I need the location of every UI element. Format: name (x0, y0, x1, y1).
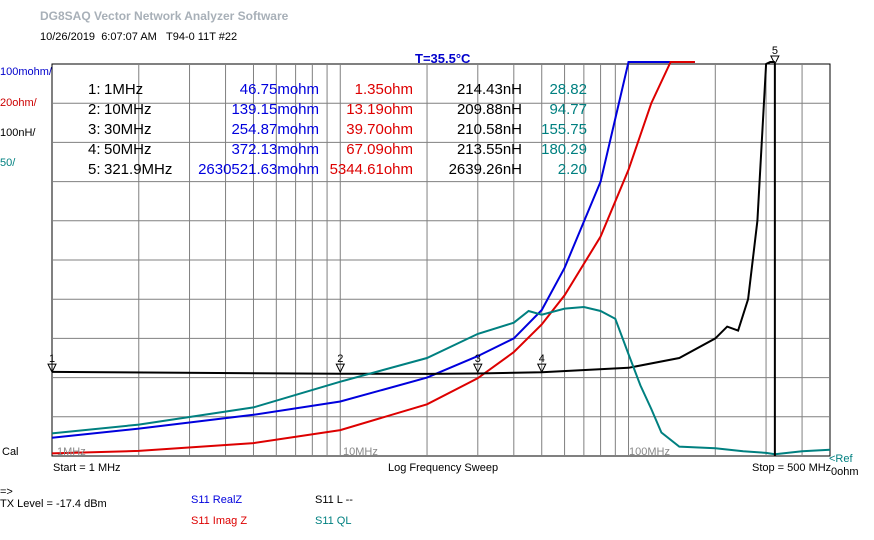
legend-ql[interactable]: S11 QL (315, 515, 352, 527)
marker-1-freq: 1MHz (104, 81, 144, 98)
trace-imag (51, 61, 695, 455)
marker-1-triangle (47, 363, 57, 374)
sweep-label: Log Frequency Sweep (388, 462, 499, 474)
legend-real[interactable]: S11 RealZ (191, 494, 243, 506)
marker-1-imag: 1.35ohm (354, 81, 413, 98)
scale-label-imag: 20ohm/ (0, 97, 37, 109)
marker-3-ql: 155.75 (541, 121, 587, 138)
tick-label-10mhz: 10MHz (343, 446, 378, 458)
app-title: DG8SAQ Vector Network Analyzer Software (40, 9, 289, 23)
marker-4-l: 213.55nH (456, 141, 522, 158)
plot-traces (51, 61, 831, 456)
cal-label: Cal (2, 446, 19, 458)
marker-1-ql: 28.82 (549, 81, 587, 98)
marker-5-ql: 2.20 (557, 161, 587, 178)
legend-l[interactable]: S11 L -- (315, 494, 353, 506)
marker-1-l: 214.43nH (456, 81, 522, 98)
marker-4-imag: 67.09ohm (346, 141, 413, 158)
arrow-indicator: => (0, 486, 13, 498)
scale-label-real: 100mohm/ (0, 66, 52, 78)
marker-3-real: 254.87mohm (231, 121, 319, 138)
scale-label-ql: 50/ (0, 157, 16, 169)
plot-markers: 1 2 3 4 5 (47, 45, 780, 374)
trace-l (51, 61, 775, 375)
marker-2-l: 209.88nH (456, 101, 522, 118)
marker-1-number: 1 (49, 353, 55, 365)
marker-5-triangle (770, 55, 780, 66)
marker-4-label: 4: (88, 141, 101, 158)
tick-label-1mhz: 1MHz (57, 446, 86, 458)
marker-4-number: 4 (539, 353, 545, 365)
marker-4-freq: 50MHz (104, 141, 152, 158)
legend-imag[interactable]: S11 Imag Z (191, 515, 248, 527)
marker-2-freq: 10MHz (104, 101, 152, 118)
marker-5-imag: 5344.61ohm (329, 161, 413, 178)
marker-2-label: 2: (88, 101, 101, 118)
ref-label: <Ref (829, 453, 853, 465)
ref-value: 0ohm (831, 466, 859, 478)
plot-grid (51, 63, 831, 457)
marker-5-number: 5 (772, 45, 778, 57)
marker-3-imag: 39.70ohm (346, 121, 413, 138)
marker-4-ql: 180.29 (541, 141, 587, 158)
stop-label: Stop = 500 MHz (752, 462, 832, 474)
marker-3-label: 3: (88, 121, 101, 138)
marker-5-freq: 321.9MHz (104, 161, 173, 178)
tx-level: TX Level = -17.4 dBm (0, 498, 107, 510)
marker-5-l: 2639.26nH (448, 161, 522, 178)
device-label: T94-0 11T #22 (166, 31, 238, 43)
marker-5-label: 5: (88, 161, 101, 178)
trace-ql (51, 305, 831, 456)
marker-3-triangle (472, 363, 483, 374)
scale-label-l: 100nH/ (0, 127, 36, 139)
marker-4-triangle (536, 363, 547, 374)
marker-2-ql: 94.77 (549, 101, 587, 118)
marker-2-triangle (335, 363, 346, 374)
marker-5-real: 2630521.63mohm (198, 161, 319, 178)
temperature-label: T=35.5°C (415, 51, 471, 66)
measurement-info: 10/26/2019 6:07:07 AM T94-0 11T #22 (40, 31, 237, 43)
marker-2-number: 2 (337, 353, 343, 365)
marker-1-label: 1: (88, 81, 101, 98)
date: 10/26/2019 (40, 31, 96, 43)
marker-3-number: 3 (475, 353, 481, 365)
start-label: Start = 1 MHz (53, 462, 121, 474)
marker-3-l: 210.58nH (456, 121, 522, 138)
marker-3-freq: 30MHz (104, 121, 152, 138)
trace-real (51, 61, 695, 439)
tick-label-100mhz: 100MHz (629, 446, 670, 458)
time: 6:07:07 AM (101, 31, 157, 43)
marker-2-real: 139.15mohm (231, 101, 319, 118)
marker-4-real: 372.13mohm (231, 141, 319, 158)
marker-2-imag: 13.19ohm (346, 101, 413, 118)
marker-1-real: 46.75mohm (239, 81, 319, 98)
